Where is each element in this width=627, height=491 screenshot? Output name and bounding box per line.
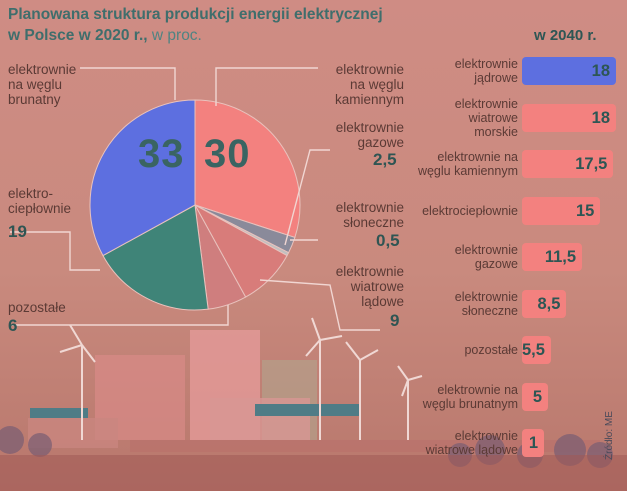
- pie-slice-0: [194, 99, 301, 239]
- pie-label-other: pozostałe: [8, 300, 66, 315]
- bar-chart-title: w 2040 r.: [534, 27, 597, 44]
- bar-label-2-line-0: elektrownie na: [437, 150, 518, 164]
- pie-value-gas: 2,5: [373, 150, 397, 169]
- bar-7: 5: [522, 382, 549, 411]
- bar-3: 15: [522, 196, 601, 225]
- bar-8: 1: [522, 429, 544, 457]
- bar-label-3-line-0: elektrociepłownie: [422, 203, 518, 218]
- pie-value-other: 6: [8, 316, 18, 335]
- pie-big-value-hard-coal: 30: [204, 132, 251, 176]
- chart-title: Planowana struktura produkcji energii el…: [8, 4, 428, 46]
- pie-label-gas: elektrownie gazowe: [318, 120, 404, 150]
- bar-label-0: elektrownie jądrowe: [402, 57, 518, 85]
- bar-label-7: elektrownie na węglu brunatnym: [402, 383, 518, 411]
- bar-label-2-line-1: węglu kamiennym: [417, 164, 518, 178]
- bar-label-1-line-2: morskie: [474, 124, 518, 139]
- bar-label-6: pozostałe: [402, 343, 518, 357]
- pie-label-wind-line2: wiatrowe: [350, 279, 404, 294]
- bar-4: 11,5: [522, 243, 583, 271]
- chart-title-line1: Planowana struktura produkcji energii el…: [8, 6, 383, 23]
- bar-label-6-line-0: pozostałe: [464, 343, 518, 357]
- pie-label-hard-coal: elektrownie na węglu kamiennym: [318, 62, 404, 107]
- bar-label-4-line-0: elektrownie: [454, 243, 518, 257]
- bar-label-7-line-0: elektrownie na: [437, 382, 518, 397]
- pie-label-chp-line2: ciepłownie: [8, 201, 72, 216]
- bar-0: 18: [522, 57, 616, 85]
- pie-label-wind-line3: lądowe: [361, 294, 404, 309]
- wind-turbines-illustration: [59, 317, 423, 440]
- bar-label-4-line-1: gazowe: [474, 257, 518, 271]
- pie-label-lignite-line2: na węglu: [8, 77, 63, 92]
- pie-slice-6: [89, 99, 196, 257]
- bar-label-1-line-1: wiatrowe: [468, 110, 518, 125]
- pie-label-hard-coal-line3: kamiennym: [334, 92, 404, 107]
- bar-label-3: elektrociepłownie: [402, 204, 518, 218]
- bar-5: 8,5: [522, 289, 567, 318]
- bar-label-0-line-1: jądrowe: [474, 71, 518, 85]
- bar-label-0-line-0: elektrownie: [454, 57, 518, 71]
- chart-title-line2: w Polsce w 2020 r.,: [8, 27, 148, 44]
- pie-label-gas-line1: elektrownie: [335, 120, 404, 135]
- pie-value-solar: 0,5: [376, 231, 400, 250]
- bar-label-7-line-1: węglu brunatnym: [422, 396, 518, 411]
- bar-1: 18: [522, 103, 616, 132]
- pie-label-chp: elektro- ciepłownie: [8, 186, 71, 216]
- chart-title-unit: w proc.: [151, 27, 202, 44]
- bar-label-5-line-0: elektrownie: [454, 289, 518, 304]
- bar-label-8-line-1: wiatrowe lądowe: [425, 443, 518, 457]
- bar-label-4: elektrownie gazowe: [402, 243, 518, 271]
- pie-label-hard-coal-line2: na węglu: [349, 77, 404, 92]
- pie-label-gas-line2: gazowe: [357, 135, 404, 150]
- pie-label-solar-line1: elektrownie: [335, 200, 404, 215]
- bar-6: 5,5: [522, 336, 551, 364]
- pie-label-chp-line1: elektro-: [8, 186, 54, 201]
- pie-label-solar-line2: słoneczne: [343, 215, 404, 230]
- bar-label-1: elektrownie wiatrowe morskie: [402, 97, 518, 139]
- bar-label-5-line-1: słoneczne: [461, 303, 518, 318]
- pie-value-wind: 9: [390, 311, 400, 330]
- bar-label-2: elektrownie na węglu kamiennym: [402, 150, 518, 178]
- pie-label-solar: elektrownie słoneczne: [318, 200, 404, 230]
- leader-lines: [10, 67, 380, 331]
- pie-big-value-lignite: 33: [138, 132, 185, 176]
- source-note: Źródło: ME: [604, 411, 615, 460]
- bar-label-5: elektrownie słoneczne: [402, 290, 518, 318]
- bar-2: 17,5: [522, 150, 614, 178]
- pie-label-wind: elektrownie wiatrowe lądowe: [318, 264, 404, 309]
- pie-label-wind-line1: elektrownie: [335, 264, 404, 279]
- pie-slice-5: [102, 204, 209, 311]
- pie-label-lignite-line3: brunatny: [8, 92, 61, 107]
- pie-label-lignite: elektrownie na węglu brunatny: [8, 62, 76, 107]
- pie-label-lignite-line1: elektrownie: [8, 62, 77, 77]
- pie-value-chp: 19: [8, 222, 27, 241]
- buildings-illustration: [28, 330, 600, 452]
- bar-label-8-line-0: elektrownie: [454, 429, 518, 443]
- bar-label-1-line-0: elektrownie: [454, 96, 518, 111]
- bar-label-8: elektrownie wiatrowe lądowe: [402, 429, 518, 457]
- pie-label-hard-coal-line1: elektrownie: [335, 62, 404, 77]
